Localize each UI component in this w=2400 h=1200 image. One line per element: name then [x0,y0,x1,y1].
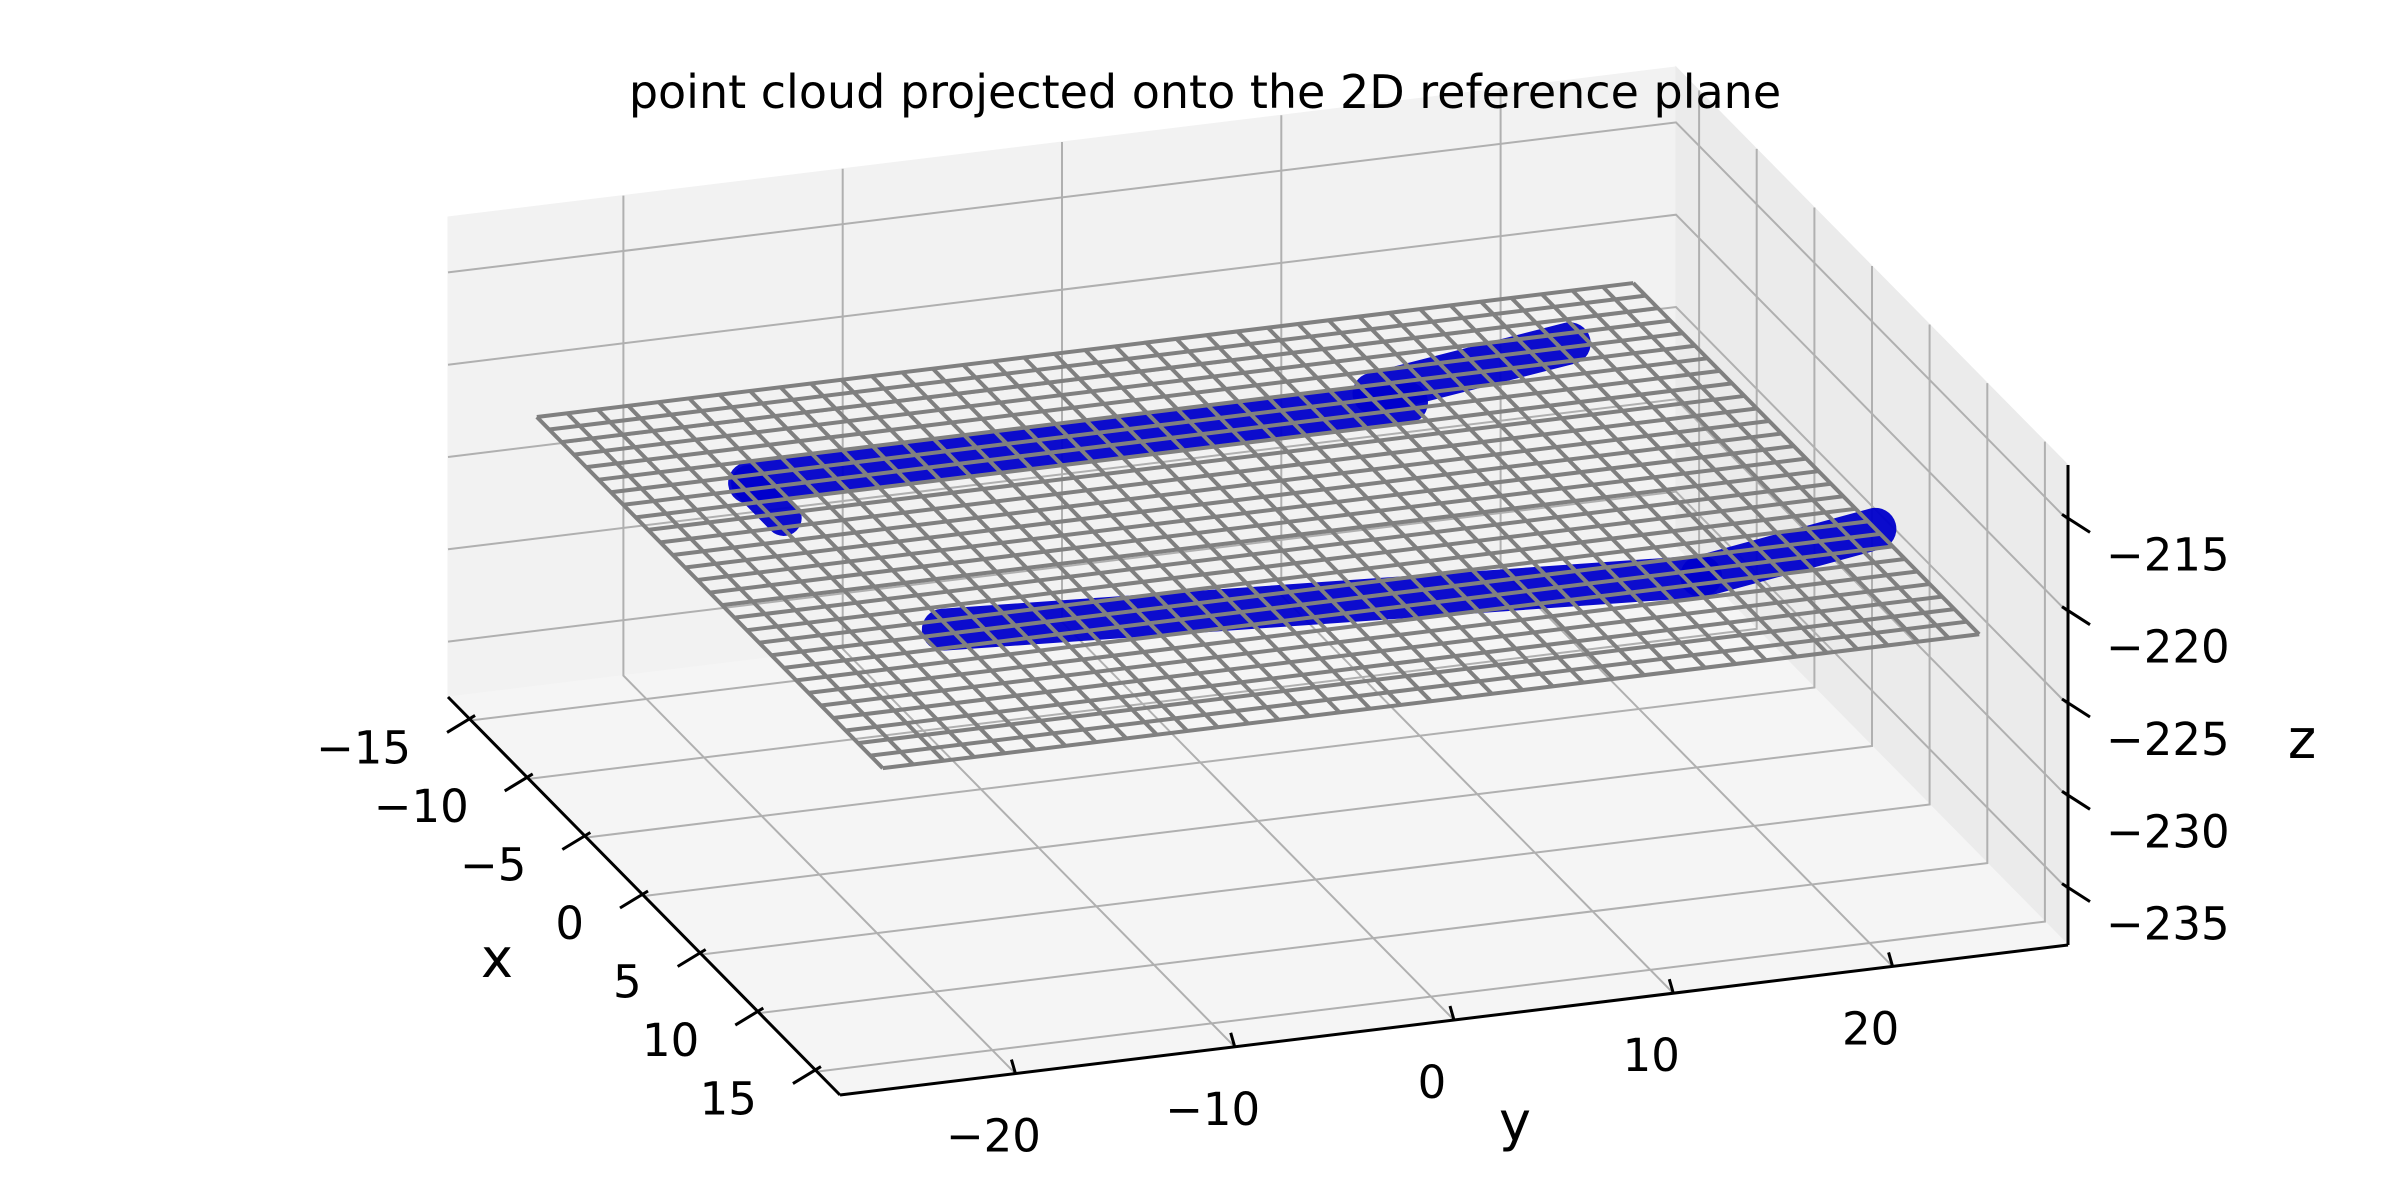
plane-wire-y [565,411,915,766]
gridline-x [701,324,1931,956]
plane-wire-y [1175,337,1524,692]
plane-wire-y [992,359,1341,714]
plane-wire-y [596,408,946,763]
gridline-z [447,490,2069,891]
plane-wire-y [1479,300,1829,655]
x-tick-label: 5 [613,956,642,1009]
x-axis-line [446,695,842,1097]
plane-wire-y [779,385,1128,740]
x-tick [619,889,649,910]
gridline-y [841,168,1236,1048]
y-tick [1448,1005,1456,1021]
x-tick [561,831,592,851]
z-tick-label: −230 [2106,805,2230,858]
plane-wire-y [1327,318,1677,673]
plane-wire-y [1388,311,1737,666]
plane-wire-y [839,378,1189,733]
z-axis-label: z [2288,708,2316,771]
y-tick [1667,978,1675,994]
plane-wire-y [1083,348,1433,703]
plane-wire-y [1266,326,1616,681]
plane-wire-y [626,404,976,759]
gridline-x [759,383,1989,1015]
chart-title: point cloud projected onto the 2D refere… [629,65,1781,119]
y-tick-label: 0 [1418,1056,1447,1109]
x-tick-label: −10 [374,780,469,833]
x-tick-label: 15 [700,1073,757,1126]
plane-wire-y [1631,281,1981,636]
plane-wire-y [1570,289,1920,644]
plane-wire-y [1418,307,1768,662]
gridline-x [816,441,2046,1073]
plane-wire-y [535,415,885,770]
plane-wire-y [687,396,1037,751]
plane-wire-y [1022,356,1372,711]
z-tick [2061,790,2091,811]
x-tick [446,714,476,734]
z-tick [2061,513,2091,534]
z-tick-label: −225 [2106,713,2230,766]
z-tick-label: −215 [2106,528,2230,581]
z-tick [2061,697,2091,719]
plane-wire-y [1114,344,1463,699]
x-tick-label: 0 [555,897,584,950]
x-axis-label: x [481,927,513,990]
y-axis-label: y [1499,1090,1531,1153]
gridline-y [1499,88,1894,968]
x-tick [503,772,534,793]
gridline-y [622,195,1017,1075]
y-tick-label: 10 [1623,1029,1680,1082]
x-tick [734,1006,765,1027]
plane-wire-y [961,363,1311,718]
plane-wire-y [718,393,1067,748]
z-tick-label: −235 [2106,898,2230,951]
gridline-x [643,266,1873,897]
y-tick [1887,952,1895,967]
gridline-x [528,148,1758,780]
plane-wire-y [1510,296,1859,651]
plane-wire-y [1235,330,1585,685]
z-tick-label: −220 [2106,621,2230,674]
x-tick-label: −5 [460,838,526,891]
plane-wire-y [870,374,1220,729]
x-tick [792,1065,822,1085]
plane-wire-y [809,382,1159,737]
z-tick [2061,882,2091,903]
plane-wire-y [1357,315,1707,670]
x-tick-label: 10 [642,1014,699,1067]
gridline-z [447,213,2069,614]
plane-wire-y [1449,303,1798,658]
gridline-x [586,207,1816,839]
plane-wire-y [1205,333,1555,688]
y-tick [1009,1059,1017,1074]
y-tick-label: 20 [1842,1002,1899,1055]
plane-wire-y [1540,292,1890,647]
plane-wire-y [900,370,1250,725]
plane-wire-y [931,367,1281,722]
y-tick [1229,1032,1237,1048]
plane-wire-y [1296,322,1646,677]
plane-wire-y [1053,352,1402,707]
plane-wire-y [748,389,1098,744]
plane-wire-y [657,400,1006,755]
y-tick-label: −10 [1165,1083,1260,1136]
z-tick [2061,605,2091,626]
reference-plane-wireframe [535,281,1981,771]
plane-wire-y [1144,341,1494,696]
axis-ticks: −15−10−5051015−20−1001020−215−220−225−23… [316,513,2230,1163]
plane-wire-y [1601,285,1951,640]
x-tick [676,948,707,968]
y-tick-label: −20 [946,1110,1041,1163]
x-tick-label: −15 [316,721,411,774]
gridline-z [447,121,2069,522]
